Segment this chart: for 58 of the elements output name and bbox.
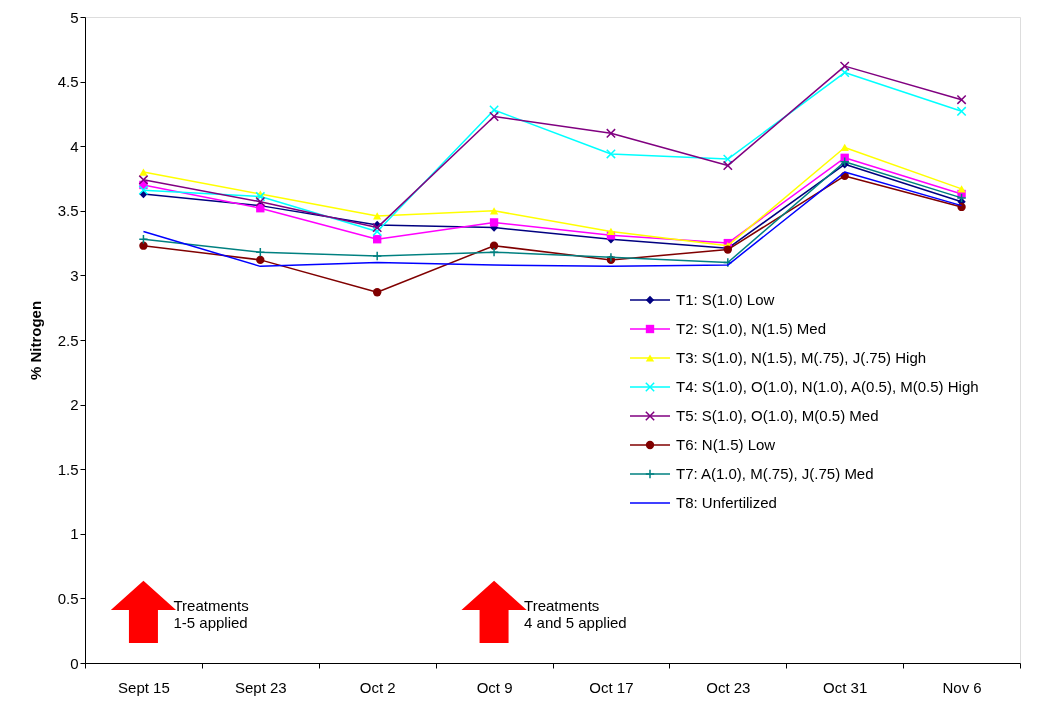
x-tick-label: Sept 15 xyxy=(118,678,170,696)
legend-label: T3: S(1.0), N(1.5), M(.75), J(.75) High xyxy=(676,349,927,366)
point xyxy=(138,234,149,245)
y-tick-label: 4 xyxy=(70,137,79,155)
point xyxy=(956,192,967,203)
x-tick-label: Nov 6 xyxy=(942,678,982,696)
point xyxy=(489,207,499,215)
y-tick-label: 1.5 xyxy=(57,460,79,478)
y-tick-label: 3 xyxy=(70,266,79,284)
point xyxy=(139,168,148,176)
y-tick-label: 3.5 xyxy=(57,202,79,220)
point xyxy=(255,196,266,207)
point xyxy=(255,191,266,202)
point xyxy=(722,160,733,171)
x-tick-label: Oct 31 xyxy=(823,678,868,696)
legend-label: T8: Unfertilized xyxy=(676,494,777,511)
y-axis-title: % Nitrogen xyxy=(26,300,44,381)
annotation: Treatments 4 and 5 applied xyxy=(524,597,627,631)
point xyxy=(606,149,616,159)
point xyxy=(372,251,383,261)
legend-label: T2: S(1.0), N(1.5) Med xyxy=(676,320,827,337)
point xyxy=(956,94,967,105)
y-tick-label: 0 xyxy=(70,654,79,672)
y-tick-label: 5 xyxy=(70,8,79,26)
point xyxy=(256,255,265,265)
y-tick-label: 2 xyxy=(70,396,79,414)
legend-label: T7: A(1.0), M(.75), J(.75) Med xyxy=(676,465,874,482)
point xyxy=(606,227,616,236)
y-tick-label: 4.5 xyxy=(57,73,79,91)
point xyxy=(373,288,382,297)
x-tick-label: Oct 9 xyxy=(476,678,513,696)
point xyxy=(489,105,499,115)
point xyxy=(489,111,499,122)
point xyxy=(489,247,499,258)
point xyxy=(606,128,616,139)
point xyxy=(373,212,382,220)
point xyxy=(138,185,149,196)
x-tick-label: Sept 23 xyxy=(234,678,287,696)
legend-label: T4: S(1.0), O(1.0), N(1.0), A(0.5), M(0.5) High xyxy=(676,378,979,395)
legend-label: T6: N(1.5) Low xyxy=(676,436,776,453)
point xyxy=(839,61,850,72)
y-tick-label: 2.5 xyxy=(57,331,79,349)
point xyxy=(956,106,967,117)
y-tick-label: 0.5 xyxy=(57,589,79,607)
x-tick-label: Oct 17 xyxy=(589,678,634,696)
y-tick-label: 1 xyxy=(70,525,79,543)
point xyxy=(839,67,850,78)
point xyxy=(722,154,733,165)
point xyxy=(489,218,499,227)
legend-label: T1: S(1.0) Low xyxy=(676,291,775,308)
x-tick-label: Oct 2 xyxy=(359,678,396,696)
point xyxy=(840,143,849,152)
legend-label: T5: S(1.0), O(1.0), M(0.5) Med xyxy=(676,407,879,424)
point xyxy=(139,241,148,250)
point xyxy=(138,174,149,185)
x-tick-label: Oct 23 xyxy=(706,678,751,696)
point xyxy=(372,226,383,237)
annotation: Treatments 1-5 applied xyxy=(173,597,249,631)
